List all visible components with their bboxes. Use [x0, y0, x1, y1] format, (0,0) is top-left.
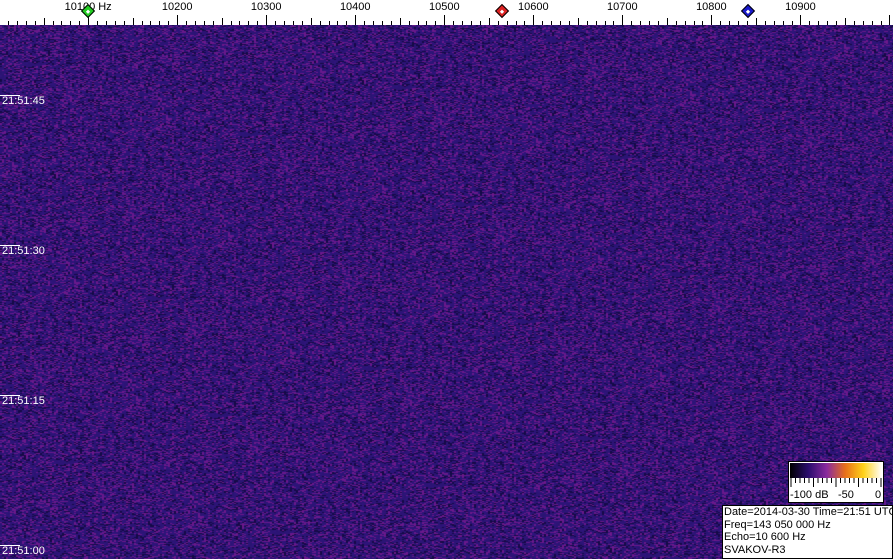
freq-label-10300: 10300 [250, 1, 282, 13]
freq-label-10500: 10500 [428, 1, 460, 13]
info-date-time: Date=2014-03-30 Time=21:51 UTC [724, 506, 893, 518]
frequency-ticks [8, 15, 890, 25]
time-label-2: 21:51:15 [2, 395, 45, 407]
time-tick [0, 95, 20, 96]
info-frequency: Freq=143 050 000 Hz [724, 518, 831, 531]
freq-label-10700: 10700 [607, 1, 638, 13]
freq-label-10400: 10400 [339, 1, 371, 13]
scale-label-mid: -50 [838, 489, 854, 501]
time-label-3: 21:51:00 [2, 545, 45, 557]
time-label-0: 21:51:45 [2, 95, 45, 107]
freq-label-10200: 10200 [161, 1, 193, 13]
time-tick [0, 245, 20, 246]
info-echo: Echo=10 600 Hz [724, 531, 806, 543]
time-label-1: 21:51:30 [2, 245, 45, 257]
waterfall-display[interactable] [0, 25, 893, 559]
info-box: Date=2014-03-30 Time=21:51 UTC Freq=143 … [722, 505, 893, 559]
scale-label-min: -100 dB [790, 489, 829, 501]
freq-label-10600: 10600 [518, 1, 549, 13]
color-gradient [790, 463, 882, 478]
scale-ticks [790, 478, 882, 487]
freq-label-10900: 10900 [785, 1, 816, 13]
color-scale-legend: -100 dB -50 0 [788, 461, 884, 503]
scale-label-max: 0 [875, 489, 882, 501]
info-station: SVAKOV-R3 [724, 543, 786, 556]
time-tick [0, 395, 20, 396]
frequency-ruler[interactable]: 10100 Hz 10200 10300 10400 10500 10600 1… [0, 0, 893, 25]
time-tick [0, 545, 20, 546]
freq-label-10800: 10800 [696, 1, 727, 13]
